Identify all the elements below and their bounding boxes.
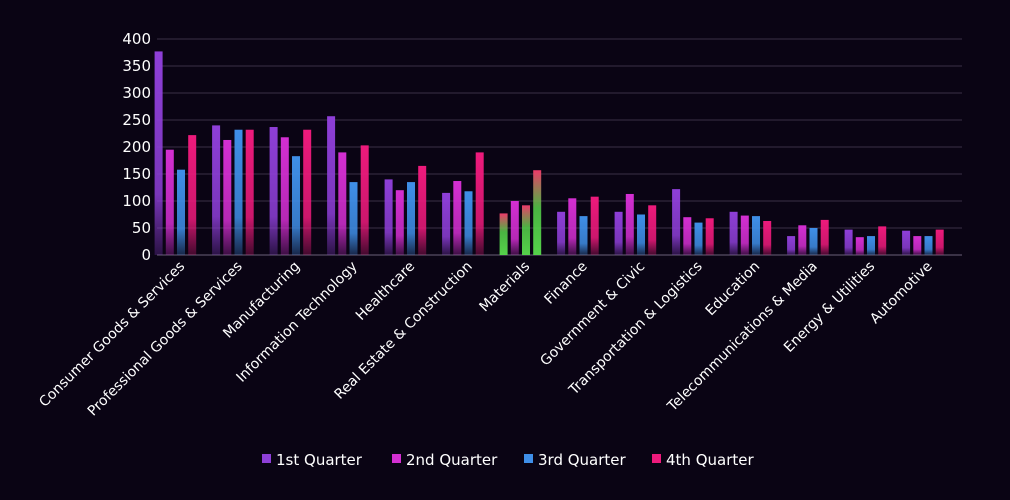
bar [614, 211, 623, 255]
bar [763, 220, 772, 255]
bar [579, 216, 588, 255]
legend-swatch [524, 454, 533, 463]
x-tick-label: Education [703, 259, 764, 320]
bar [878, 226, 887, 255]
bar [752, 216, 760, 255]
bar [360, 145, 369, 255]
y-tick-label: 300 [122, 84, 151, 102]
bar [154, 51, 163, 255]
bar [327, 116, 336, 255]
x-tick-label: Materials [477, 259, 534, 316]
y-tick-label: 100 [122, 192, 151, 210]
bar [212, 125, 221, 256]
y-tick-label: 50 [132, 219, 151, 237]
bar [442, 192, 451, 255]
legend-label: 3rd Quarter [538, 451, 627, 469]
bar [705, 218, 714, 255]
y-tick-label: 400 [122, 30, 151, 48]
bar [533, 170, 542, 255]
legend: 1st Quarter 2nd Quarter 3rd Quarter 4th Qua… [262, 451, 754, 469]
bar [384, 179, 393, 255]
bar [740, 215, 749, 255]
legend-label: 1st Quarter [276, 451, 363, 469]
legend-label: 4th Quarter [666, 451, 754, 469]
bar [269, 127, 278, 255]
y-tick-label: 0 [141, 246, 151, 264]
bar [223, 139, 232, 255]
bar [499, 213, 508, 255]
y-axis-tick-labels: 0 50 100 150 200 250 300 350 400 [122, 30, 151, 264]
bar [798, 225, 807, 255]
bar [522, 205, 530, 255]
bar [234, 129, 243, 255]
bar [820, 219, 829, 255]
gridlines [157, 38, 962, 256]
bar [637, 214, 645, 255]
bar [177, 169, 185, 255]
bar [510, 201, 519, 255]
bar [672, 189, 681, 255]
x-tick-label: Information Technology [234, 259, 361, 386]
x-tick-label: Finance [542, 259, 591, 308]
bar [625, 193, 634, 255]
legend-swatch [392, 454, 401, 463]
bar [338, 152, 347, 255]
bar [418, 165, 427, 255]
bar [844, 229, 853, 255]
bar [913, 236, 922, 255]
bar [245, 129, 254, 255]
bar [568, 198, 577, 255]
bar [729, 211, 738, 255]
y-tick-label: 250 [122, 111, 151, 129]
bar [867, 236, 875, 255]
bar [683, 217, 692, 255]
y-tick-label: 200 [122, 138, 151, 156]
legend-swatch [652, 454, 661, 463]
y-tick-label: 150 [122, 165, 151, 183]
x-tick-label: Government & Civic [537, 259, 648, 370]
bar [787, 236, 796, 255]
bar [694, 222, 703, 255]
bars [154, 51, 944, 256]
y-tick-label: 350 [122, 57, 151, 75]
bar [855, 237, 864, 255]
legend-label: 2nd Quarter [406, 451, 498, 469]
bar [902, 230, 911, 255]
bar [303, 129, 312, 255]
bar [453, 181, 462, 255]
bar [280, 137, 289, 255]
legend-swatch [262, 454, 271, 463]
bar [935, 229, 944, 255]
bar [349, 182, 358, 255]
x-tick-label: Automotive [867, 259, 936, 328]
bar [464, 191, 473, 255]
bar [165, 149, 174, 255]
bar [292, 156, 300, 255]
bar [809, 228, 818, 255]
bar [648, 205, 657, 255]
bar [188, 135, 197, 255]
bar [924, 236, 933, 255]
bar [557, 211, 566, 255]
bar [475, 152, 484, 255]
bar [407, 182, 415, 255]
bar [395, 190, 404, 255]
bar [590, 196, 599, 255]
